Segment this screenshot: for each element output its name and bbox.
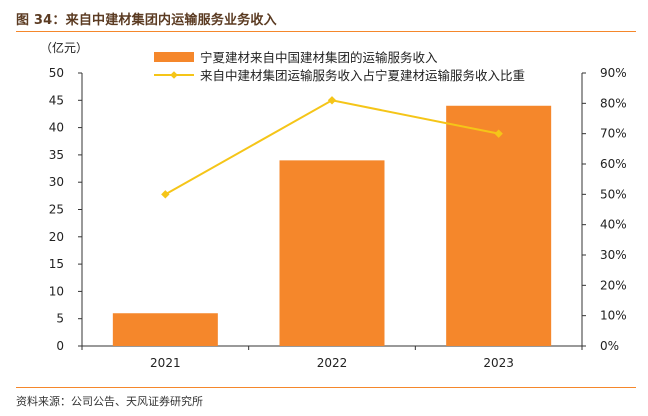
line-point — [161, 190, 170, 199]
footer-divider — [16, 387, 636, 388]
line-point — [494, 129, 503, 138]
line-series — [161, 96, 503, 199]
y2-tick-label: 10% — [600, 309, 627, 323]
chart-legend: 宁夏建材来自中国建材集团的运输服务收入来自中建材集团运输服务收入占宁夏建材运输服… — [154, 50, 525, 83]
legend-marker-line — [170, 71, 178, 79]
bar — [112, 313, 218, 346]
bar — [446, 105, 552, 346]
source-note: 资料来源：公司公告、天风证券研究所 — [16, 395, 203, 408]
legend-label-bar: 宁夏建材来自中国建材集团的运输服务收入 — [200, 50, 438, 65]
y2-tick-label: 20% — [600, 278, 627, 292]
y-unit-label: （亿元） — [40, 40, 88, 55]
y-tick-label: 25 — [49, 203, 64, 217]
line-point — [327, 96, 337, 105]
y-tick-label: 0 — [56, 339, 64, 353]
y-tick-label: 45 — [49, 93, 64, 107]
bar — [279, 160, 385, 346]
y-tick-label: 35 — [49, 148, 64, 162]
bar-series — [112, 105, 552, 346]
title-divider — [16, 31, 636, 32]
legend-label-line: 来自中建材集团运输服务收入占宁夏建材运输服务收入比重 — [200, 68, 525, 83]
y-tick-label: 5 — [56, 312, 64, 326]
y-tick-label: 30 — [49, 175, 64, 189]
y2-tick-label: 70% — [600, 127, 627, 141]
y2-tick-label: 0% — [600, 339, 619, 353]
y2-tick-label: 30% — [600, 248, 627, 262]
y-tick-label: 15 — [49, 257, 64, 271]
y-tick-label: 20 — [49, 230, 64, 244]
y-tick-label: 50 — [49, 66, 64, 80]
y2-tick-label: 80% — [600, 96, 627, 110]
tick-labels: 0 5 10 15 20 25 30 35 40 45 50 0% 10% 20% 30% 40% 50% 60%… — [40, 40, 627, 370]
y-tick-label: 40 — [49, 121, 64, 135]
y2-tick-label: 50% — [600, 187, 627, 201]
figure-title: 图 34：来自中建材集团内运输服务业务收入 — [16, 13, 277, 28]
y2-tick-label: 90% — [600, 66, 627, 80]
legend-swatch-bar — [154, 52, 194, 62]
y-tick-label: 10 — [49, 284, 64, 298]
y2-tick-label: 40% — [600, 218, 627, 232]
x-tick-label: 2023 — [483, 356, 514, 370]
y2-tick-label: 60% — [600, 157, 627, 171]
x-tick-label: 2021 — [150, 356, 181, 370]
x-tick-label: 2022 — [317, 356, 348, 370]
